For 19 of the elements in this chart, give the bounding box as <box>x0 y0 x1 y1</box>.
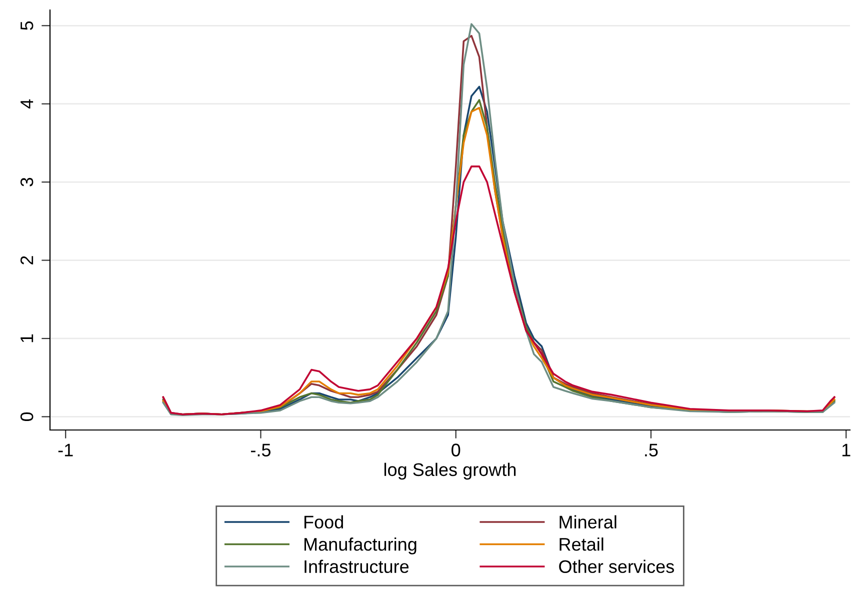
legend-label: Infrastructure <box>304 560 409 574</box>
x-tick-label: 0 <box>452 444 460 456</box>
line-series <box>162 166 836 416</box>
x-tick-label: -1 <box>58 444 73 456</box>
legend-label: Retail <box>560 538 604 551</box>
legend-label: Manufacturing <box>304 538 416 554</box>
legend-label: Mineral <box>560 515 616 529</box>
y-tick-label: 3 <box>20 178 34 186</box>
legend-label: Other services <box>559 560 674 574</box>
y-tick-label: 5 <box>20 21 34 30</box>
y-tick-label: 0 <box>20 412 34 422</box>
x-tick-label: 1 <box>842 444 850 456</box>
y-tick-label: 4 <box>20 99 34 108</box>
legend-label: Food <box>304 515 343 529</box>
x-tick-label: .5 <box>645 444 658 456</box>
y-tick-label: 1 <box>20 334 34 342</box>
y-tick-label: 2 <box>20 256 34 264</box>
x-axis-title: log Sales growth <box>384 462 516 480</box>
x-tick-label: -.5 <box>251 444 271 456</box>
